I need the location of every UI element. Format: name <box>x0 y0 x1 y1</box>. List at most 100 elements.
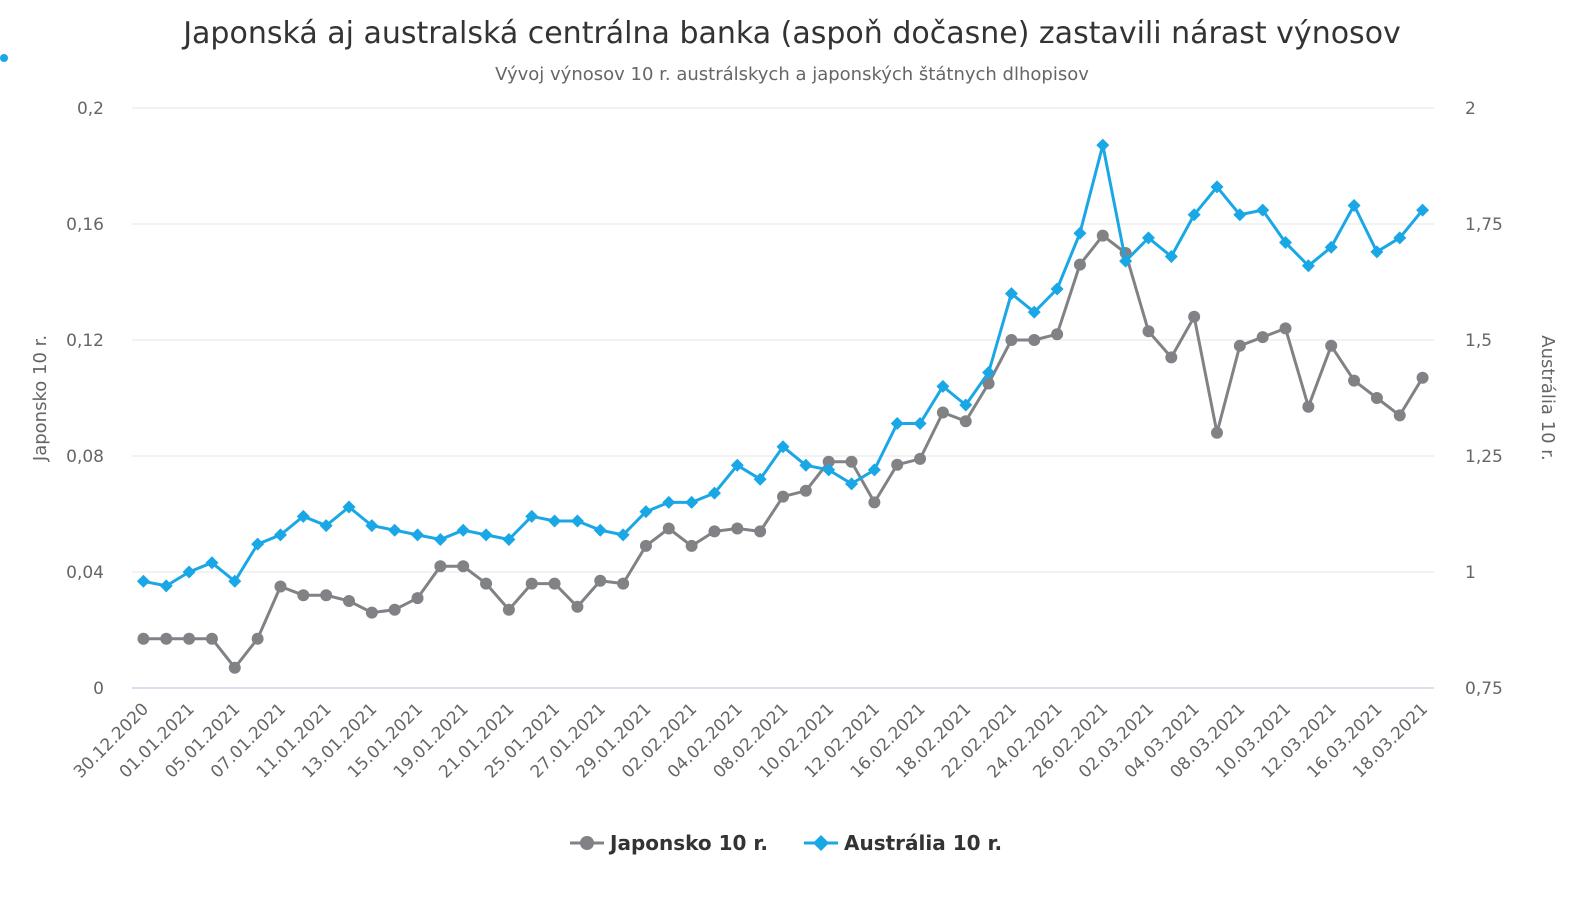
data-point[interactable] <box>845 455 858 468</box>
data-point[interactable] <box>982 377 995 390</box>
data-point[interactable] <box>776 440 790 454</box>
data-point[interactable] <box>1416 203 1430 217</box>
data-point[interactable] <box>1164 249 1178 263</box>
data-point[interactable] <box>457 560 470 573</box>
data-point[interactable] <box>296 509 310 523</box>
data-point[interactable] <box>1393 231 1407 245</box>
data-point[interactable] <box>753 472 767 486</box>
data-point[interactable] <box>1256 203 1270 217</box>
data-point[interactable] <box>1028 334 1041 346</box>
data-point[interactable] <box>959 415 972 428</box>
legend-item-japonsko[interactable]: Japonsko 10 r. <box>570 831 768 855</box>
data-point[interactable] <box>548 577 561 590</box>
data-point[interactable] <box>548 514 562 528</box>
data-point[interactable] <box>662 495 676 509</box>
data-point[interactable] <box>136 574 150 588</box>
data-point[interactable] <box>1324 240 1338 254</box>
data-point[interactable] <box>297 589 310 602</box>
data-point[interactable] <box>1188 310 1201 323</box>
data-point[interactable] <box>1187 208 1201 222</box>
data-point[interactable] <box>594 574 607 587</box>
data-point[interactable] <box>1370 392 1383 404</box>
data-point[interactable] <box>388 603 401 616</box>
data-point[interactable] <box>1348 374 1361 387</box>
data-point[interactable] <box>388 523 402 537</box>
data-point[interactable] <box>343 595 355 607</box>
data-point[interactable] <box>891 458 904 471</box>
data-point[interactable] <box>662 522 675 535</box>
data-point[interactable] <box>868 496 881 509</box>
data-point[interactable] <box>1096 229 1109 242</box>
data-point[interactable] <box>822 455 835 468</box>
data-point[interactable] <box>273 528 287 542</box>
data-point[interactable] <box>1073 226 1087 240</box>
data-point[interactable] <box>159 579 173 593</box>
data-point[interactable] <box>365 606 378 619</box>
data-point[interactable] <box>182 565 196 579</box>
data-point[interactable] <box>936 406 949 419</box>
data-point[interactable] <box>799 484 812 497</box>
data-point[interactable] <box>1233 208 1247 222</box>
data-point[interactable] <box>502 533 516 547</box>
data-point[interactable] <box>777 490 789 503</box>
data-point[interactable] <box>617 577 630 590</box>
data-point[interactable] <box>822 463 836 477</box>
data-point[interactable] <box>1233 339 1246 352</box>
data-point[interactable] <box>890 417 904 431</box>
data-point[interactable] <box>799 458 813 472</box>
data-point[interactable] <box>251 537 265 551</box>
data-point[interactable] <box>342 500 356 514</box>
data-point[interactable] <box>1416 371 1429 384</box>
data-point[interactable] <box>1096 138 1110 152</box>
data-point[interactable] <box>183 632 196 645</box>
data-point[interactable] <box>228 574 242 588</box>
data-point[interactable] <box>1370 245 1384 259</box>
data-point[interactable] <box>479 528 493 542</box>
data-point[interactable] <box>480 577 493 590</box>
data-point[interactable] <box>433 533 447 547</box>
data-point[interactable] <box>137 632 150 645</box>
data-point[interactable] <box>411 528 425 542</box>
data-point[interactable] <box>320 589 333 602</box>
data-point[interactable] <box>1325 339 1338 352</box>
legend-item-australia[interactable]: Austrália 10 r. <box>804 831 1002 855</box>
data-point[interactable] <box>914 452 927 465</box>
data-point[interactable] <box>845 477 859 491</box>
data-point[interactable] <box>913 417 927 431</box>
data-point[interactable] <box>708 525 721 538</box>
data-point[interactable] <box>251 632 264 645</box>
data-point[interactable] <box>456 523 470 537</box>
data-point[interactable] <box>1165 351 1178 364</box>
data-point[interactable] <box>639 539 652 552</box>
data-point[interactable] <box>570 514 584 528</box>
data-point[interactable] <box>616 528 630 542</box>
data-point[interactable] <box>434 560 447 573</box>
data-point[interactable] <box>228 661 241 674</box>
data-point[interactable] <box>754 525 767 538</box>
data-point[interactable] <box>1393 409 1406 422</box>
data-point[interactable] <box>1256 331 1269 344</box>
data-point[interactable] <box>1279 322 1292 335</box>
data-point[interactable] <box>731 522 744 535</box>
data-point[interactable] <box>593 523 607 537</box>
data-point[interactable] <box>365 519 379 533</box>
data-point[interactable] <box>1141 231 1155 245</box>
data-point[interactable] <box>867 463 881 477</box>
data-point[interactable] <box>1119 254 1133 268</box>
data-point[interactable] <box>1005 334 1018 346</box>
data-point[interactable] <box>502 603 515 616</box>
data-point[interactable] <box>1142 325 1155 338</box>
data-point[interactable] <box>525 577 538 590</box>
data-point[interactable] <box>205 556 219 570</box>
data-point[interactable] <box>707 486 721 500</box>
data-point[interactable] <box>1027 305 1041 319</box>
data-point[interactable] <box>685 495 699 509</box>
data-point[interactable] <box>1302 400 1315 413</box>
data-point[interactable] <box>936 379 950 393</box>
data-point[interactable] <box>639 505 653 519</box>
data-point[interactable] <box>274 580 287 593</box>
data-point[interactable] <box>319 519 333 533</box>
data-point[interactable] <box>411 592 424 605</box>
data-point[interactable] <box>1004 287 1018 301</box>
data-point[interactable] <box>1347 198 1361 212</box>
